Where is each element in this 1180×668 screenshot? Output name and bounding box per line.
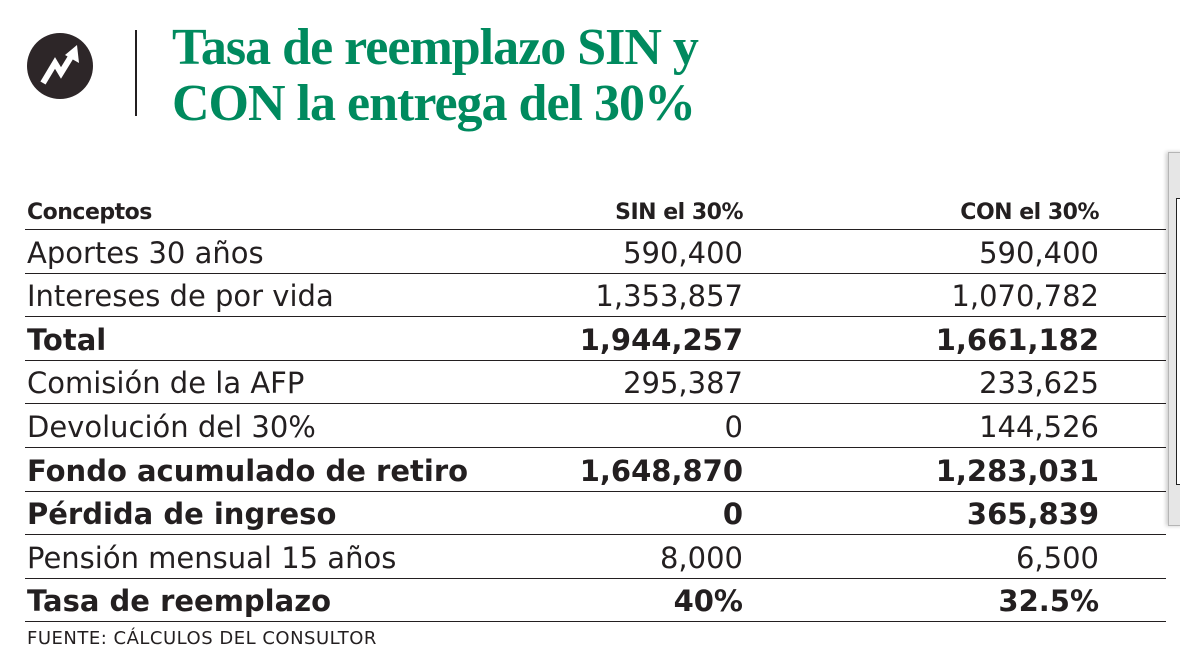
- column-header-conceptos: Conceptos: [27, 200, 152, 225]
- table-row: Tasa de reemplazo 40% 32.5%: [25, 579, 1166, 623]
- title-line-2: CON la entrega del 30%: [172, 75, 696, 132]
- value-con: 365,839: [966, 497, 1099, 532]
- value-sin: 1,353,857: [595, 279, 743, 314]
- row-label: Total: [27, 322, 107, 357]
- value-con: 1,283,031: [935, 453, 1099, 488]
- row-label: Pérdida de ingreso: [27, 497, 337, 532]
- column-header-con: CON el 30%: [960, 200, 1099, 225]
- value-sin: 0: [722, 497, 743, 532]
- row-label: Devolución del 30%: [27, 409, 316, 444]
- table-row: Aportes 30 años 590,400 590,400: [25, 230, 1166, 274]
- row-label: Fondo acumulado de retiro: [27, 453, 469, 488]
- value-con: 1,661,182: [935, 322, 1099, 357]
- value-con: 144,526: [979, 409, 1099, 444]
- table-row: Intereses de por vida 1,353,857 1,070,782: [25, 274, 1166, 318]
- table-row: Comisión de la AFP 295,387 233,625: [25, 361, 1166, 405]
- table-row: Total 1,944,257 1,661,182: [25, 317, 1166, 361]
- value-sin: 1,648,870: [579, 453, 743, 488]
- value-con: 590,400: [979, 235, 1099, 270]
- table-row: Pérdida de ingreso 0 365,839: [25, 492, 1166, 536]
- side-window-panel[interactable]: [1168, 152, 1180, 526]
- value-sin: 8,000: [659, 540, 743, 575]
- side-window-content: [1176, 198, 1180, 485]
- table-row: Fondo acumulado de retiro 1,648,870 1,283,…: [25, 448, 1166, 492]
- table-header: Conceptos SIN el 30% CON el 30%: [25, 196, 1166, 230]
- value-con: 1,070,782: [951, 279, 1099, 314]
- table-row: Devolución del 30% 0 144,526: [25, 404, 1166, 448]
- row-label: Comisión de la AFP: [27, 366, 305, 401]
- value-con: 6,500: [1015, 540, 1099, 575]
- trend-up-arrow-icon: [27, 33, 93, 99]
- row-label: Aportes 30 años: [27, 235, 264, 270]
- divider: [135, 30, 137, 116]
- value-con: 32.5%: [998, 584, 1099, 619]
- source-note: FUENTE: CÁLCULOS DEL CONSULTOR: [27, 628, 377, 649]
- value-sin: 0: [724, 409, 743, 444]
- value-sin: 1,944,257: [579, 322, 743, 357]
- title-line-1: Tasa de reemplazo SIN y: [172, 19, 699, 76]
- column-header-sin: SIN el 30%: [615, 200, 743, 225]
- row-label: Tasa de reemplazo: [27, 584, 331, 619]
- value-con: 233,625: [979, 366, 1099, 401]
- row-label: Intereses de por vida: [27, 279, 334, 314]
- row-label: Pensión mensual 15 años: [27, 540, 397, 575]
- value-sin: 295,387: [623, 366, 743, 401]
- page-title: Tasa de reemplazo SIN y CON la entrega d…: [172, 19, 699, 132]
- value-sin: 40%: [673, 584, 743, 619]
- data-table: Conceptos SIN el 30% CON el 30% Aportes …: [25, 196, 1166, 623]
- value-sin: 590,400: [623, 235, 743, 270]
- table-row: Pensión mensual 15 años 8,000 6,500: [25, 535, 1166, 579]
